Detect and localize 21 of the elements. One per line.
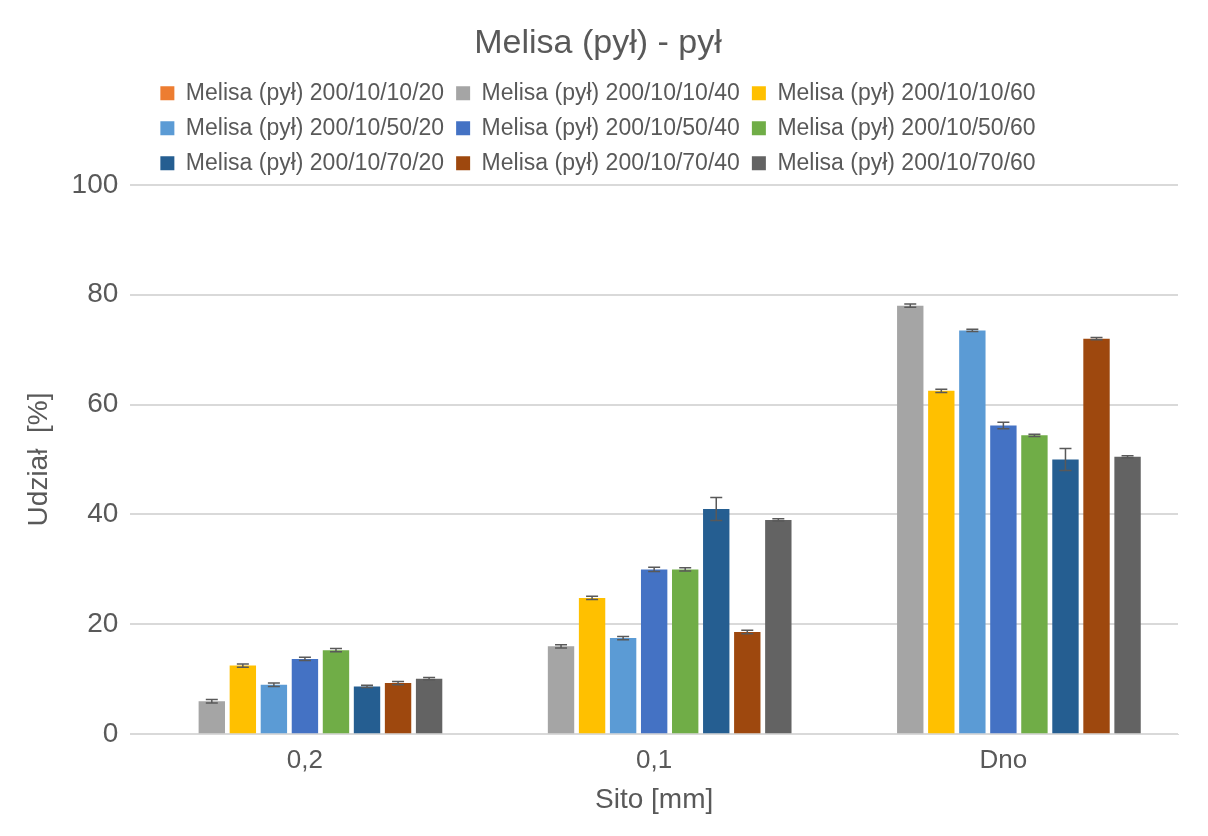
x-tick-label: Dno [979,743,1028,774]
y-tick-label: 20 [87,607,119,639]
x-tick-label: 0,2 [286,743,324,774]
x-axis-title: Sito [mm] [595,782,714,814]
legend-label: Melisa (pył) 200/10/50/60 [777,113,1036,140]
y-tick-label: 100 [71,167,119,199]
y-axis-title: Udział [%] [21,392,53,527]
y-tick-label: 40 [87,497,119,529]
legend-label: Melisa (pył) 200/10/50/20 [185,113,445,140]
legend-label: Melisa (pył) 200/10/70/60 [777,148,1036,175]
legend-label: Melisa (pył) 200/10/70/20 [185,148,445,175]
x-tick-label: 0,1 [636,743,673,774]
chart-title: Melisa (pył) - pył [474,21,723,60]
y-tick-label: 80 [87,277,119,309]
legend-label: Melisa (pył) 200/10/10/20 [185,78,445,105]
legend-label: Melisa (pył) 200/10/10/40 [481,78,740,105]
y-tick-label: 0 [102,716,119,748]
legend-label: Melisa (pył) 200/10/50/40 [481,113,740,140]
legend-label: Melisa (pył) 200/10/70/40 [481,148,740,175]
legend-label: Melisa (pył) 200/10/10/60 [777,78,1036,105]
y-tick-label: 60 [87,387,119,419]
